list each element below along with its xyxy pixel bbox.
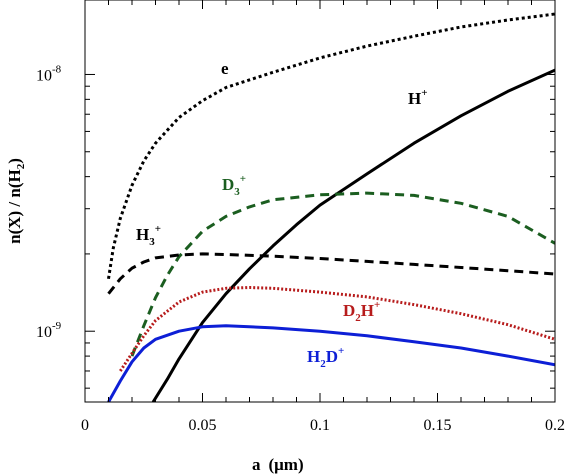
series-h-plus-label: H+ [408, 87, 428, 108]
plot-frame [84, 0, 556, 403]
ticks-layer: 0 0.05 0.1 0.15 0.2 10-9 10-8 [36, 0, 565, 434]
x-axis-title: a (μm) [252, 455, 304, 474]
y-tick-label: 10-9 [36, 320, 62, 341]
y-tick-label: 10-8 [36, 63, 62, 84]
x-tick-label: 0.1 [310, 417, 330, 434]
series-d3-plus-line [130, 191, 555, 357]
series-h2d-plus-line [107, 324, 555, 402]
series-labels: e H+ D3+ H3+ D2H+ H2D+ [136, 59, 428, 370]
series-d2h-plus-label: D2H+ [343, 299, 380, 324]
series-h3-plus-line [107, 252, 555, 295]
series-e-label: e [221, 59, 229, 78]
series-h-plus-line [151, 68, 555, 402]
x-tick-label: 0.2 [545, 417, 565, 434]
series-h3-plus-label: H3+ [136, 223, 161, 248]
series-d2h-plus-line [119, 286, 555, 372]
x-tick-label: 0 [81, 417, 89, 434]
series-d3-plus-label: D3+ [222, 173, 246, 198]
x-tick-label: 0.05 [189, 417, 217, 434]
x-tick-label: 0.15 [424, 417, 452, 434]
series-h2d-plus-label: H2D+ [307, 345, 344, 370]
series-layer [107, 12, 555, 402]
y-axis-title: n(X) / n(H2) [5, 158, 27, 244]
series-e-line [107, 12, 555, 280]
